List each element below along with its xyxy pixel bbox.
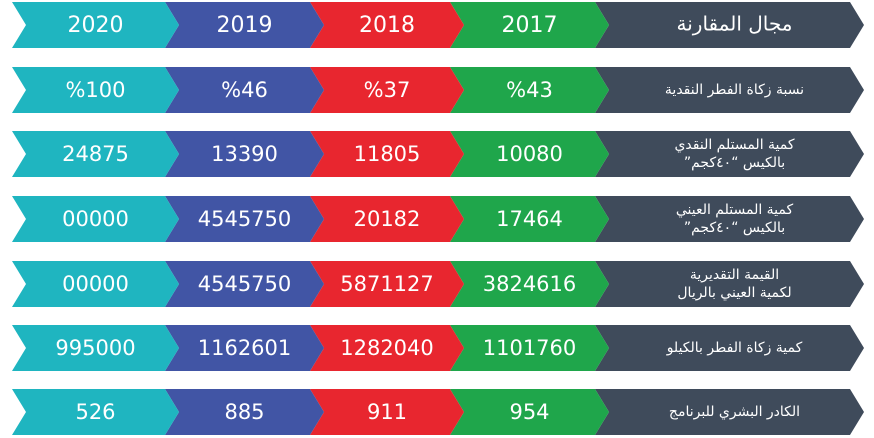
value-cell (12, 131, 179, 177)
value: 11805 (354, 142, 421, 166)
label-cell (595, 389, 864, 435)
row-label: بالكيس “٤٠كجم” (684, 155, 785, 171)
value-cell (12, 196, 179, 242)
value-cell (12, 261, 179, 307)
value-cell (12, 2, 179, 48)
value: 20182 (354, 207, 421, 231)
row-label: نسبة زكاة الفطر النقدية (665, 82, 804, 98)
value: 995000 (55, 336, 135, 360)
value-cell (12, 389, 179, 435)
row-label: كمية زكاة الفطر بالكيلو (666, 340, 803, 356)
value-cell (310, 196, 464, 242)
value-cell (450, 325, 609, 371)
value: %46 (221, 78, 268, 102)
value: 5871127 (340, 272, 434, 296)
row-label: مجال المقارنة (677, 12, 793, 36)
label-cell (595, 196, 864, 242)
row-label: الكادر البشري للبرنامج (669, 404, 800, 420)
value: 00000 (62, 207, 129, 231)
label-cell (595, 2, 864, 48)
value-cell (450, 389, 609, 435)
value: 13390 (211, 142, 278, 166)
value-cell (165, 325, 324, 371)
value: %100 (65, 78, 125, 102)
value-cell (310, 261, 464, 307)
value: 954 (509, 400, 549, 424)
row-label: القيمة التقديرية (690, 267, 779, 283)
value: 4545750 (198, 272, 292, 296)
row-label: كمية المستلم النقدي (674, 137, 794, 153)
value-cell (310, 67, 464, 113)
value-cell (165, 196, 324, 242)
value-cell (450, 67, 609, 113)
value-cell (165, 389, 324, 435)
row-label: بالكيس “٤٠كجم” (684, 220, 785, 236)
value-cell (450, 2, 609, 48)
label-cell (595, 67, 864, 113)
value: 17464 (496, 207, 563, 231)
value-cell (165, 131, 324, 177)
value-cell (310, 2, 464, 48)
value-cell (12, 67, 179, 113)
value-cell (165, 67, 324, 113)
label-cell (595, 261, 864, 307)
value-cell (310, 131, 464, 177)
label-cell (595, 325, 864, 371)
value: 3824616 (483, 272, 577, 296)
row-label: لكمية العيني بالريال (677, 285, 791, 301)
value: %43 (506, 78, 553, 102)
value: %37 (364, 78, 411, 102)
value-cell (12, 325, 179, 371)
value: 911 (367, 400, 407, 424)
value: 1162601 (198, 336, 292, 360)
value: 10080 (496, 142, 563, 166)
year-header: 2019 (217, 13, 273, 38)
label-cell (595, 131, 864, 177)
value: 1282040 (340, 336, 434, 360)
value: 4545750 (198, 207, 292, 231)
value: 885 (224, 400, 264, 424)
value-cell (165, 261, 324, 307)
row-label: كمية المستلم العيني (676, 202, 794, 218)
value: 00000 (62, 272, 129, 296)
year-header: 2018 (359, 13, 415, 38)
value-cell (450, 131, 609, 177)
value-cell (310, 325, 464, 371)
value-cell (450, 261, 609, 307)
value-cell (310, 389, 464, 435)
value-cell (165, 2, 324, 48)
value: 526 (75, 400, 115, 424)
value-cell (450, 196, 609, 242)
year-header: 2017 (502, 13, 558, 38)
year-header: 2020 (68, 13, 124, 38)
value: 24875 (62, 142, 129, 166)
value: 1101760 (483, 336, 577, 360)
